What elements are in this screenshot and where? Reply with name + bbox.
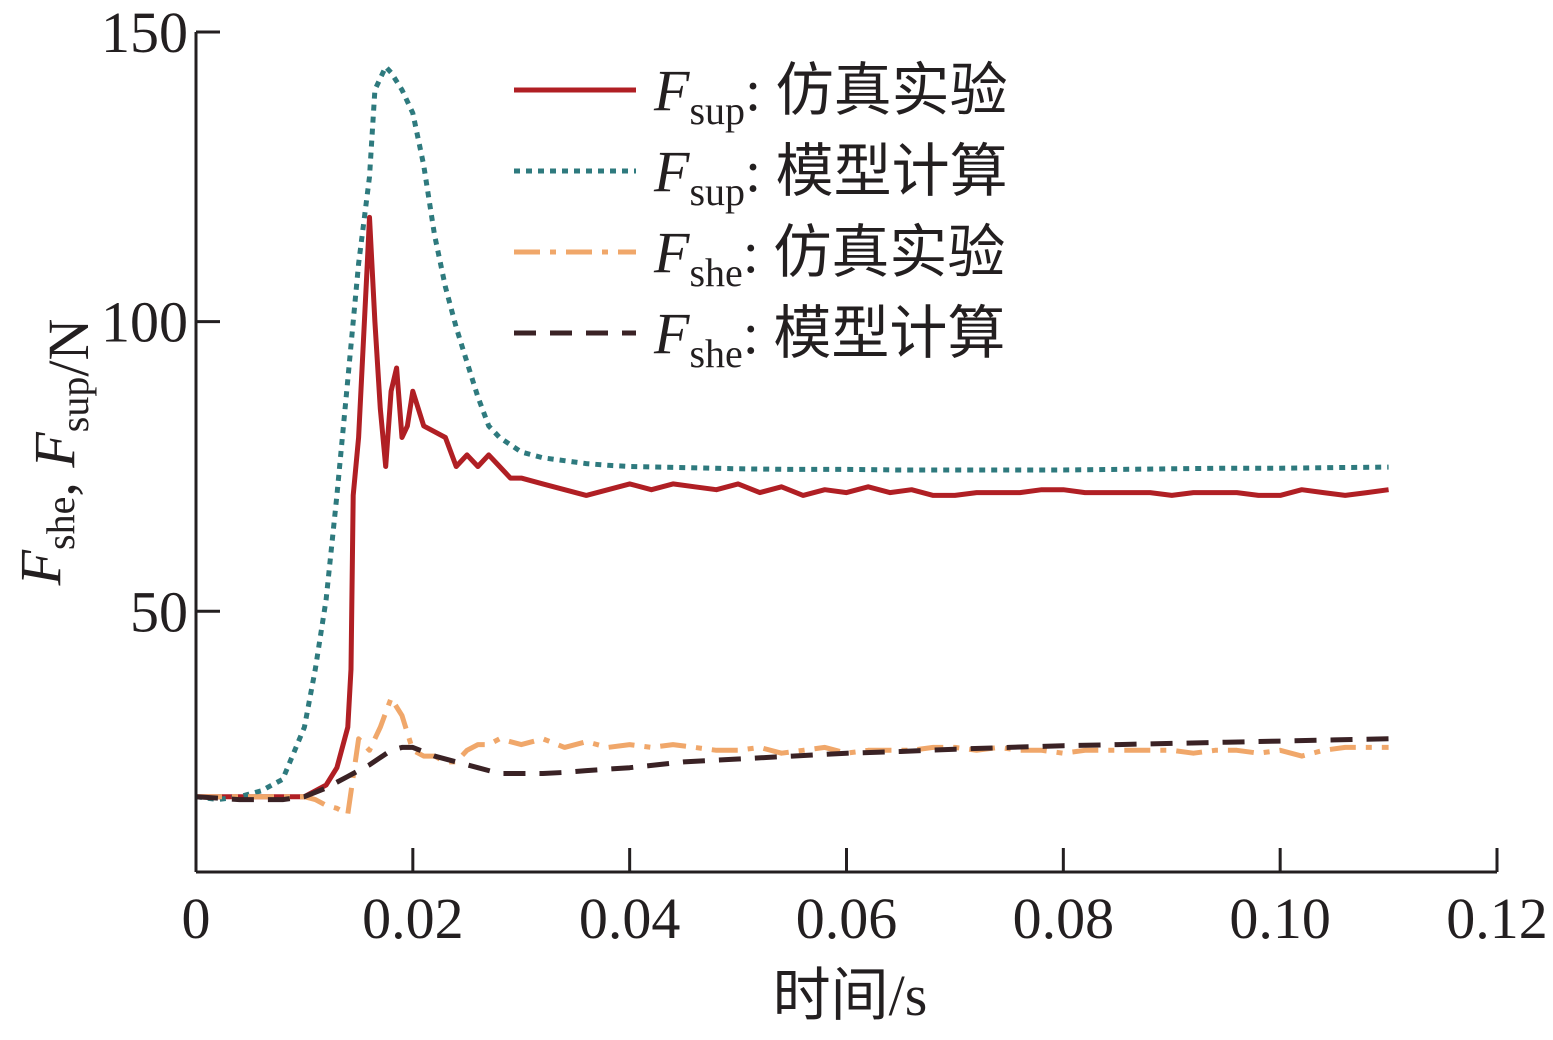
series-line xyxy=(196,695,1389,817)
x-tick-label: 0.10 xyxy=(1229,886,1331,951)
x-tick-label: 0.04 xyxy=(579,886,681,951)
x-ticks: 0 0.02 0.04 0.06 0.08 0.10 0.12 xyxy=(182,848,1548,951)
legend-label: Fsup: 仿真实验 xyxy=(653,58,1008,133)
x-tick-label: 0.08 xyxy=(1013,886,1115,951)
x-tick-label: 0.12 xyxy=(1446,886,1548,951)
legend-label: Fshe: 模型计算 xyxy=(653,301,1005,376)
x-axis-title: 时间/s xyxy=(773,963,928,1028)
legend-label: Fshe: 仿真实验 xyxy=(653,220,1005,295)
y-tick-label: 150 xyxy=(101,0,188,65)
x-tick-label: 0.06 xyxy=(796,886,898,951)
series-line xyxy=(195,64,1389,803)
y-ticks: 50 100 150 xyxy=(101,0,220,644)
y-axis-title-part: , xyxy=(22,468,87,497)
legend-label: Fsup: 模型计算 xyxy=(653,139,1008,214)
y-axis-title: Fshe, Fsup/N xyxy=(8,319,101,587)
y-axis-title-part: she xyxy=(38,497,83,550)
x-tick-label: 0.02 xyxy=(362,886,464,951)
y-axis-title-part: /N xyxy=(36,319,101,377)
y-axis-title-part: sup xyxy=(52,377,97,433)
y-axis-title-part: F xyxy=(22,432,87,469)
y-tick-label: 100 xyxy=(101,290,188,355)
y-tick-label: 50 xyxy=(130,579,188,644)
y-axis-title-part: F xyxy=(8,549,73,586)
x-tick-label: 0 xyxy=(182,886,211,951)
series-line xyxy=(195,736,1389,803)
series-line xyxy=(196,214,1389,800)
plot-lines xyxy=(195,64,1389,817)
